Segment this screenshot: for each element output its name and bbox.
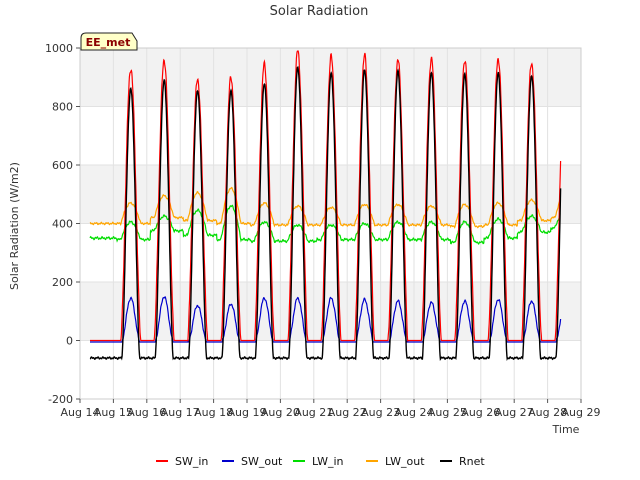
- x-tick-label: Aug 18: [194, 406, 233, 419]
- x-tick-label: Aug 20: [261, 406, 300, 419]
- x-tick-label: Aug 15: [94, 406, 133, 419]
- series-layer: [89, 50, 562, 361]
- x-tick-label: Aug 24: [395, 406, 434, 419]
- legend-item-rnet: Rnet: [440, 455, 485, 468]
- badge-box: [80, 32, 138, 51]
- series-line-sw-in: [90, 50, 562, 343]
- x-tick-label: Aug 14: [61, 406, 100, 419]
- x-tick-label: Aug 21: [294, 406, 333, 419]
- y-tick-label: 600: [52, 159, 73, 172]
- x-tick-label: Aug 16: [127, 406, 166, 419]
- y-tick-label: -200: [48, 393, 73, 406]
- legend: SW_in SW_out LW_in LW_out Rnet: [156, 455, 485, 468]
- x-tick-label: Aug 22: [328, 406, 367, 419]
- x-tick-label: Aug 19: [228, 406, 267, 419]
- band: [80, 165, 581, 224]
- x-tick-label: Aug 28: [528, 406, 567, 419]
- y-tick-label: 200: [52, 276, 73, 289]
- x-tick-label: Aug 26: [461, 406, 500, 419]
- x-axis-label: Time: [552, 423, 580, 436]
- y-tick-label: 1000: [45, 42, 73, 55]
- x-tick-label: Aug 23: [361, 406, 400, 419]
- badge-label: EE_met: [86, 36, 131, 49]
- series-line-rnet: [89, 65, 562, 361]
- chart-title: Solar Radiation: [270, 4, 369, 19]
- x-tick-label: Aug 29: [562, 406, 601, 419]
- y-tick-labels: -200 0 200 400 600 800 1000: [45, 42, 80, 406]
- legend-label: SW_out: [241, 455, 283, 468]
- y-tick-label: 0: [66, 335, 73, 348]
- x-tick-label: Aug 25: [428, 406, 467, 419]
- legend-label: LW_in: [312, 455, 344, 468]
- y-tick-label: 400: [52, 218, 73, 231]
- station-badge: EE_met: [80, 32, 138, 51]
- legend-label: LW_out: [385, 455, 425, 468]
- x-tick-label: Aug 17: [161, 406, 200, 419]
- legend-label: SW_in: [175, 455, 208, 468]
- series-line-sw-out: [90, 296, 562, 343]
- legend-item-sw-out: SW_out: [222, 455, 283, 468]
- y-tick-label: 800: [52, 101, 73, 114]
- legend-item-lw-out: LW_out: [366, 455, 425, 468]
- legend-label: Rnet: [459, 455, 485, 468]
- y-axis-label: Solar Radiation (W/m2): [8, 162, 21, 290]
- legend-item-lw-in: LW_in: [293, 455, 344, 468]
- band: [80, 282, 581, 341]
- x-tick-label: Aug 27: [495, 406, 534, 419]
- legend-item-sw-in: SW_in: [156, 455, 208, 468]
